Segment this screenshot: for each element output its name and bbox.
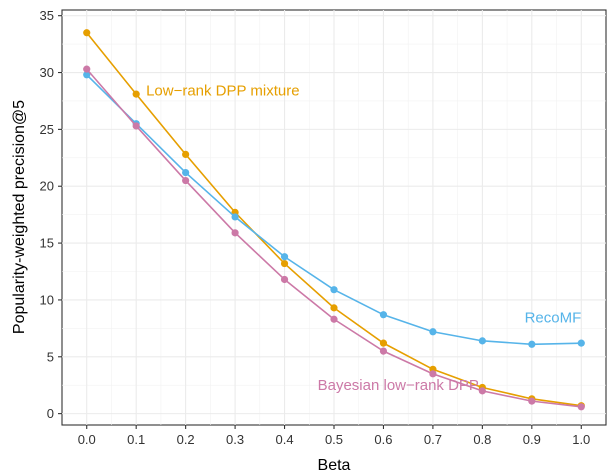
y-tick-label: 25 bbox=[40, 122, 54, 137]
x-tick-label: 0.2 bbox=[177, 432, 195, 447]
series-2-label: RecoMF bbox=[525, 310, 582, 327]
series-3-point bbox=[429, 370, 437, 378]
x-tick-label: 1.0 bbox=[572, 432, 590, 447]
series-3-point bbox=[83, 65, 91, 73]
x-tick-label: 0.5 bbox=[325, 432, 343, 447]
series-3-label: Bayesian low−rank DPP bbox=[318, 377, 479, 394]
series-2-point bbox=[231, 213, 239, 221]
series-1-point bbox=[182, 150, 190, 158]
series-3-point bbox=[231, 229, 239, 237]
series-2-point bbox=[330, 286, 338, 294]
y-tick-label: 10 bbox=[40, 292, 54, 307]
series-3-point bbox=[478, 387, 486, 395]
series-1-point bbox=[379, 339, 388, 347]
series-1-point bbox=[83, 29, 91, 37]
x-tick-label: 0.9 bbox=[523, 432, 541, 447]
y-axis-title: Popularity-weighted precision@5 bbox=[11, 100, 28, 334]
series-3-point bbox=[132, 122, 140, 130]
series-1-point bbox=[330, 304, 338, 312]
y-tick-label: 20 bbox=[40, 179, 54, 194]
series-layer bbox=[83, 29, 585, 411]
series-3-point bbox=[280, 275, 289, 284]
series-1-point bbox=[280, 259, 289, 268]
y-tick-label: 0 bbox=[47, 406, 54, 421]
x-tick-label: 0.8 bbox=[473, 432, 491, 447]
y-tick-label: 5 bbox=[47, 349, 54, 364]
axis-ticks: 0.0 0.1 0.2 0.3 0.4 0.5 0.6 0.7 0.8 0.9 1.0 0 5 10 15 2… bbox=[40, 8, 591, 447]
x-axis-title: Beta bbox=[318, 457, 351, 474]
series-3-point bbox=[182, 176, 190, 185]
y-tick-label: 35 bbox=[40, 8, 54, 23]
series-3-point bbox=[330, 315, 338, 323]
y-tick-label: 15 bbox=[40, 236, 54, 251]
series-labels: Low−rank DPP mixture RecoMF Bayesian low−r… bbox=[146, 82, 581, 393]
series-3-point bbox=[577, 403, 585, 411]
series-1-point bbox=[132, 90, 140, 98]
x-tick-label: 0.4 bbox=[276, 432, 294, 447]
x-tick-label: 0.7 bbox=[424, 432, 442, 447]
series-3-point bbox=[528, 397, 536, 405]
series-2-point bbox=[182, 168, 190, 177]
series-3-point bbox=[379, 347, 388, 355]
x-tick-label: 0.6 bbox=[374, 432, 392, 447]
x-tick-label: 0.3 bbox=[226, 432, 244, 447]
series-2-point bbox=[478, 337, 486, 345]
y-tick-label: 30 bbox=[40, 65, 54, 80]
series-2-point bbox=[280, 253, 289, 261]
series-2-point bbox=[83, 71, 91, 79]
series-2-point bbox=[528, 340, 536, 348]
series-2-point bbox=[577, 339, 585, 347]
series-2-point bbox=[379, 311, 388, 319]
series-1-label: Low−rank DPP mixture bbox=[146, 82, 300, 99]
x-tick-label: 0.0 bbox=[78, 432, 96, 447]
x-tick-label: 0.1 bbox=[127, 432, 145, 447]
series-2-point bbox=[429, 328, 437, 336]
